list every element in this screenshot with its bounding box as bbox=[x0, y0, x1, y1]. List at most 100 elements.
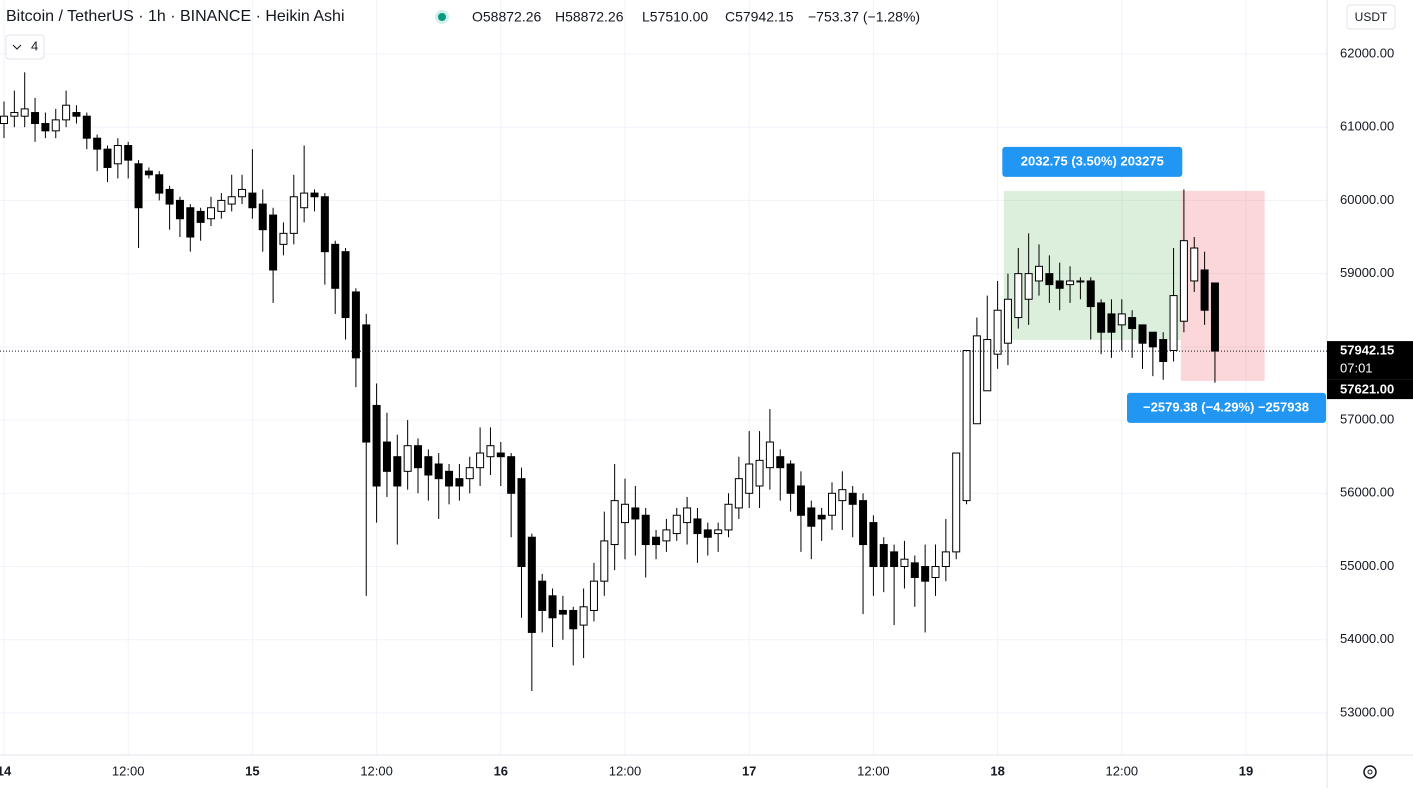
candle-body bbox=[1200, 269, 1209, 311]
y-tick-label: 56000.00 bbox=[1340, 485, 1394, 500]
candle-body bbox=[610, 500, 619, 546]
candle-body bbox=[683, 507, 692, 524]
candle-body bbox=[807, 507, 816, 527]
candle-body bbox=[434, 463, 443, 480]
indicators-toggle[interactable] bbox=[5, 34, 45, 60]
indicators-count: 4 bbox=[31, 38, 38, 53]
candle-body bbox=[41, 123, 50, 132]
candle-body bbox=[558, 609, 567, 615]
candle-body bbox=[362, 324, 371, 443]
x-tick-label: 14 bbox=[0, 763, 12, 778]
candle-body bbox=[279, 232, 288, 245]
y-tick-label: 57000.00 bbox=[1340, 412, 1394, 427]
candle-body bbox=[1107, 313, 1116, 333]
candle-body bbox=[1097, 302, 1106, 333]
y-tick-label: 59000.00 bbox=[1340, 265, 1394, 280]
candle-body bbox=[289, 196, 298, 234]
candle-body bbox=[144, 170, 153, 176]
candle-body bbox=[662, 529, 671, 542]
candle-body bbox=[517, 478, 526, 568]
stop-price-tag bbox=[1327, 379, 1413, 400]
candle-body bbox=[786, 463, 795, 494]
candle-body bbox=[548, 595, 557, 619]
candle-body bbox=[952, 452, 961, 553]
candle-body bbox=[972, 335, 981, 425]
candle-body bbox=[217, 199, 226, 212]
candle-body bbox=[113, 144, 122, 165]
candle-body bbox=[1024, 273, 1033, 300]
candle-body bbox=[714, 529, 723, 535]
last-price-label: 57942.15 bbox=[1340, 343, 1394, 358]
candle-body bbox=[1086, 280, 1095, 308]
currency: USDT bbox=[1355, 10, 1388, 24]
candle-body bbox=[983, 339, 992, 392]
candle-body bbox=[745, 463, 754, 494]
candle-body bbox=[486, 445, 495, 458]
candle-body bbox=[196, 210, 205, 223]
candle-body bbox=[1138, 324, 1147, 344]
candle-body bbox=[51, 119, 60, 132]
y-tick-label: 55000.00 bbox=[1340, 558, 1394, 573]
change: −753.37 (−1.28%) bbox=[808, 9, 920, 25]
candle-body bbox=[859, 500, 868, 546]
candle-body bbox=[1066, 280, 1075, 286]
x-tick-label: 18 bbox=[990, 763, 1004, 778]
candle-body bbox=[248, 192, 257, 209]
candle-body bbox=[941, 551, 950, 568]
candle-body bbox=[828, 492, 836, 516]
settings-icon[interactable] bbox=[1363, 765, 1377, 779]
candle-body bbox=[320, 196, 329, 253]
candle-body bbox=[1169, 295, 1178, 352]
candle-body bbox=[910, 562, 919, 579]
candle-body bbox=[1076, 280, 1085, 283]
ohlc-high: H58872.26 bbox=[555, 9, 624, 25]
currency-button[interactable] bbox=[1346, 4, 1396, 30]
candle-body bbox=[755, 459, 764, 487]
candle-body bbox=[703, 529, 712, 538]
candle-body bbox=[641, 514, 650, 546]
gear-center bbox=[1367, 769, 1373, 775]
candle-body bbox=[465, 467, 474, 480]
candle-body bbox=[890, 551, 899, 568]
candle-body bbox=[1045, 273, 1054, 286]
labels: 53000.00 54000.00 55000.00 56000.00 57000.00… bbox=[0, 45, 1413, 778]
candle-body bbox=[186, 207, 195, 238]
ohlc-close: C57942.15 bbox=[725, 9, 794, 25]
x-tick-label: 17 bbox=[742, 763, 756, 778]
candle-body bbox=[341, 251, 350, 319]
candle-body bbox=[1035, 265, 1043, 282]
candle-body bbox=[993, 309, 1002, 355]
candle-body bbox=[372, 404, 381, 487]
candle-body bbox=[331, 243, 340, 289]
chevron-icon bbox=[12, 44, 22, 50]
candle-body bbox=[496, 452, 505, 458]
candle-body bbox=[1003, 298, 1012, 344]
candle-body bbox=[817, 514, 826, 520]
candle-body bbox=[476, 452, 485, 469]
candle-body bbox=[155, 174, 164, 194]
x-tick-label: 16 bbox=[494, 763, 508, 778]
candle-body bbox=[900, 558, 909, 568]
candle-body bbox=[1159, 339, 1168, 363]
candle-body bbox=[1128, 317, 1137, 330]
candle-body bbox=[82, 115, 91, 139]
loss-zone bbox=[1180, 190, 1265, 381]
candle-body bbox=[414, 445, 422, 469]
candle-body bbox=[72, 112, 81, 117]
candle-body bbox=[403, 445, 412, 472]
candles bbox=[0, 72, 1219, 692]
candle-body bbox=[424, 456, 433, 476]
loss-label: −2579.38 (−4.29%) −257938 bbox=[1143, 399, 1309, 414]
candle-body bbox=[527, 536, 536, 633]
candle-body bbox=[0, 115, 8, 125]
gear bbox=[1363, 765, 1377, 779]
candle-body bbox=[652, 536, 661, 546]
candle-body bbox=[600, 540, 609, 582]
profit-label: 2032.75 (3.50%) 203275 bbox=[1021, 153, 1164, 168]
candle-body bbox=[962, 350, 971, 502]
candle-body bbox=[124, 144, 133, 161]
x-tick-label: 12:00 bbox=[360, 763, 393, 778]
candle-body bbox=[589, 580, 598, 611]
candle-body bbox=[921, 566, 930, 582]
candle-body bbox=[507, 456, 516, 494]
